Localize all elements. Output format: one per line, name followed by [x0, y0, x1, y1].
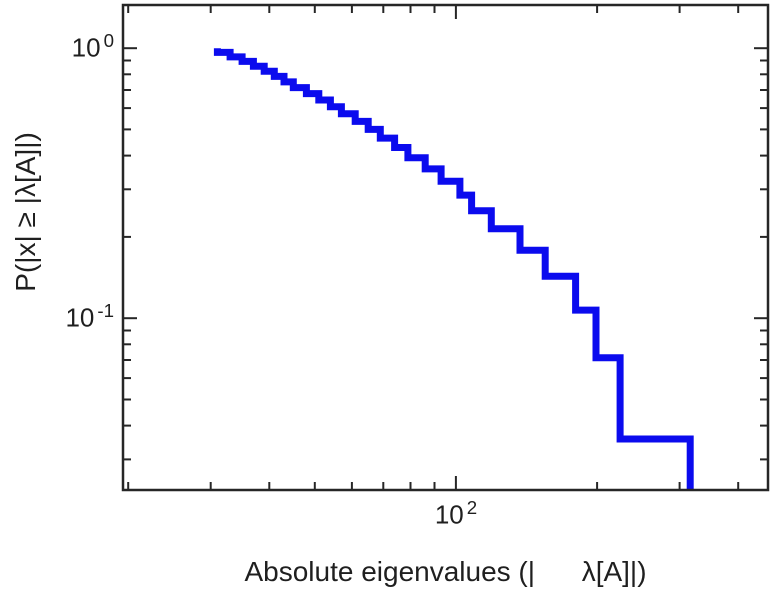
x-tick-exp: 2: [466, 497, 478, 518]
x-tick-base: 10: [434, 499, 464, 530]
y-axis-label: P(|x| ≥ |λ[A]|): [10, 132, 41, 292]
y-tick-label-1e-1: 10 -1: [28, 301, 114, 332]
x-axis-label: Absolute eigenvalues (| λ[A]|): [244, 556, 647, 587]
y-tick-exp: -1: [97, 300, 114, 321]
y-tick-base: 10: [71, 32, 101, 63]
y-tick-exp: 0: [103, 30, 114, 51]
tick-marks: [123, 5, 768, 490]
y-tick-base: 10: [65, 302, 95, 333]
y-tick-label-1e0: 10 0: [28, 31, 114, 62]
ccdf-step-line: [213, 48, 694, 490]
axes-frame: [121, 3, 770, 492]
x-tick-label-1e2: 10 2: [406, 498, 506, 529]
